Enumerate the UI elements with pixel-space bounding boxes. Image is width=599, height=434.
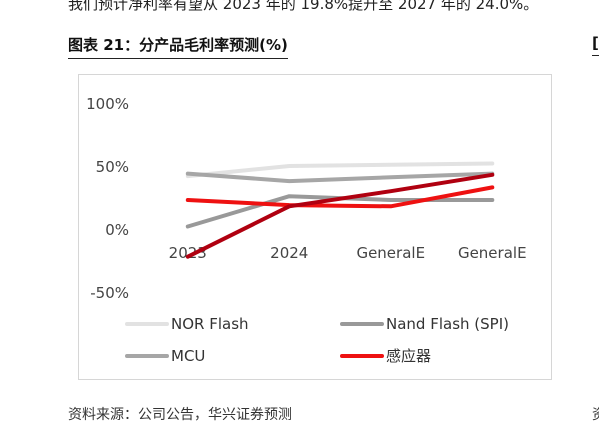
legend-label: NOR Flash	[171, 315, 249, 333]
figure-title: 图表 21：分产品毛利率预测(%)	[68, 34, 288, 59]
x-tick-label: GeneralE	[356, 244, 425, 262]
legend: NOR Flash Nand Flash (SPI) MCU 感应器	[125, 315, 509, 365]
legend-label: 感应器	[386, 347, 431, 365]
y-tick-label: 0%	[105, 221, 129, 239]
source-note: 资料来源：公司公告，华兴证券预测	[68, 407, 292, 423]
y-tick-label: 50%	[96, 158, 129, 176]
y-tick-label: 100%	[86, 95, 129, 113]
legend-label: Nand Flash (SPI)	[386, 315, 509, 333]
x-tick-label: 2023	[169, 244, 207, 262]
line-chart: -50% 0% 50% 100% 2023 2024 GeneralE GeneralE N…	[86, 95, 527, 365]
series-line-3	[185, 185, 495, 209]
adjacent-column-title-fragment: [	[592, 34, 599, 56]
legend-label: MCU	[171, 347, 205, 365]
x-tick-label: GeneralE	[458, 244, 527, 262]
series-line-2	[185, 171, 495, 184]
y-tick-label: -50%	[90, 284, 129, 302]
x-axis-ticks: 2023 2024 GeneralE GeneralE	[169, 244, 527, 262]
series-line-4	[185, 172, 495, 259]
body-text-top: 我们预计净利率有望从 2023 年的 19.8%提升至 2027 年的 24.0…	[68, 0, 539, 13]
y-axis-ticks: -50% 0% 50% 100%	[86, 95, 129, 302]
chart-frame: -50% 0% 50% 100% 2023 2024 GeneralE GeneralE N…	[78, 74, 552, 380]
adjacent-column-source-fragment: 资	[592, 404, 599, 424]
series-lines	[185, 161, 495, 259]
x-tick-label: 2024	[270, 244, 308, 262]
series-line-0	[185, 161, 495, 179]
